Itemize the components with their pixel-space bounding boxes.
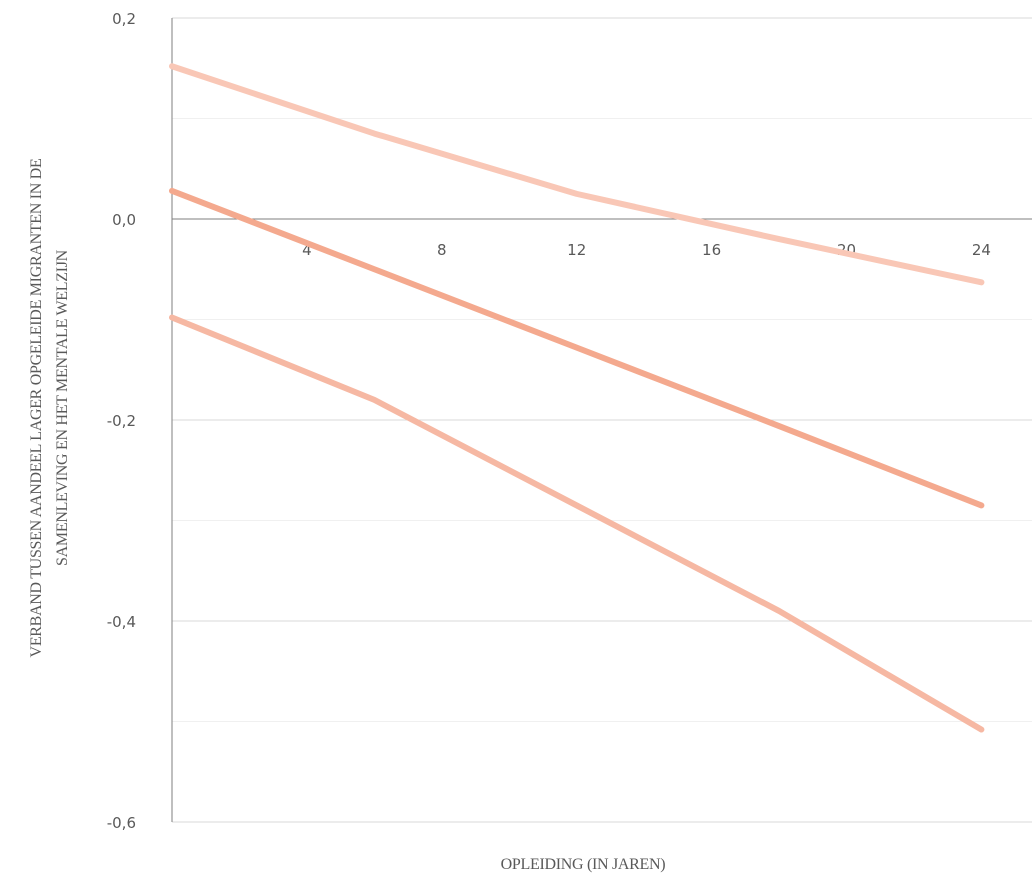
y-tick-label: -0,4 — [107, 613, 136, 631]
series-line-2 — [172, 191, 981, 506]
x-tick-labels: 4 8 12 16 20 24 — [302, 241, 991, 259]
gridlines — [172, 18, 1032, 822]
series-lines — [172, 66, 981, 729]
x-tick-label: 12 — [567, 241, 586, 259]
x-tick-label: 24 — [972, 241, 991, 259]
y-tick-label: 0,2 — [112, 10, 136, 28]
y-axis-title-line-1: VERBAND TUSSEN AANDEEL LAGER OPGELEIDE M… — [28, 159, 45, 658]
y-axis-title-line-2: SAMENLEVING EN HET MENTALE WELZIJN — [54, 249, 71, 566]
y-tick-label: 0,0 — [112, 211, 136, 229]
x-axis-title: OPLEIDING (IN JAREN) — [501, 856, 666, 873]
y-tick-labels: 0,2 0,0 -0,2 -0,4 -0,6 — [107, 10, 136, 832]
x-tick-label: 8 — [437, 241, 447, 259]
y-tick-label: -0,6 — [107, 814, 136, 832]
series-line-3 — [172, 317, 981, 729]
y-tick-label: -0,2 — [107, 412, 136, 430]
x-tick-label: 16 — [702, 241, 721, 259]
